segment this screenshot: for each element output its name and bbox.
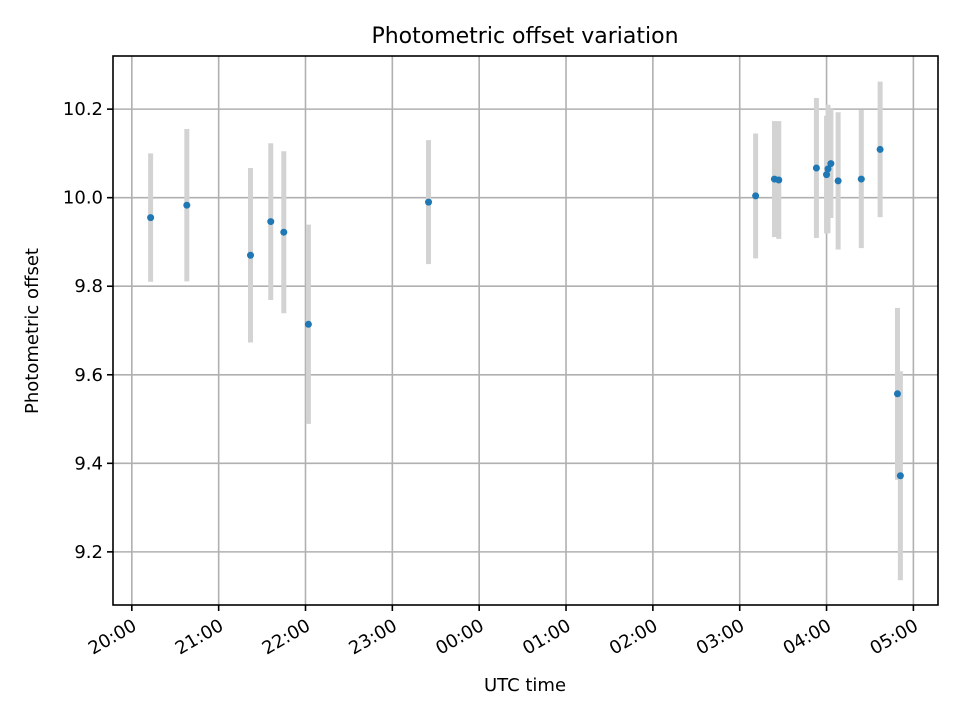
data-point <box>183 201 191 209</box>
data-point <box>752 192 760 200</box>
data-point <box>280 228 288 236</box>
data-point <box>827 160 835 168</box>
x-tick-label: 05:00 <box>866 615 921 659</box>
y-tick-label: 9.2 <box>74 542 103 563</box>
tick-layer: 20:00 21:00 22:00 23:00 00:00 01:00 02:00 03:00… <box>63 99 922 659</box>
y-tick-label: 10.0 <box>63 188 103 209</box>
data-point <box>304 320 312 328</box>
plot-frame <box>112 55 939 606</box>
y-tick-label: 10.2 <box>63 99 103 120</box>
data-point <box>824 165 832 173</box>
point-layer <box>147 145 904 480</box>
y-tick-label: 9.4 <box>74 453 103 474</box>
errorbar-layer <box>148 81 903 581</box>
y-tick-label: 9.8 <box>74 276 103 297</box>
data-point <box>876 145 884 153</box>
x-tick-label: 22:00 <box>259 615 314 659</box>
chart-title: Photometric offset variation <box>371 24 678 49</box>
data-point <box>247 251 254 259</box>
y-axis-label: Photometric offset <box>22 248 43 414</box>
data-point <box>893 390 901 398</box>
data-point <box>896 472 904 480</box>
data-point <box>267 218 275 226</box>
x-tick-label: 02:00 <box>606 615 661 659</box>
x-tick-label: 00:00 <box>432 615 487 659</box>
data-point <box>425 198 433 206</box>
grid-layer <box>113 56 938 605</box>
data-point <box>857 175 865 183</box>
x-tick-label: 21:00 <box>172 615 227 659</box>
x-tick-label: 01:00 <box>519 615 574 659</box>
y-tick-label: 9.6 <box>74 365 103 386</box>
x-tick-label: 03:00 <box>693 615 748 659</box>
data-point <box>775 176 783 184</box>
x-tick-label: 20:00 <box>85 615 140 659</box>
x-tick-label: 04:00 <box>780 615 835 659</box>
x-tick-label: 23:00 <box>345 615 400 659</box>
x-axis-label: UTC time <box>484 675 566 696</box>
data-point <box>812 164 820 172</box>
data-point <box>834 177 842 185</box>
data-point <box>147 214 155 222</box>
data-point <box>823 171 831 179</box>
